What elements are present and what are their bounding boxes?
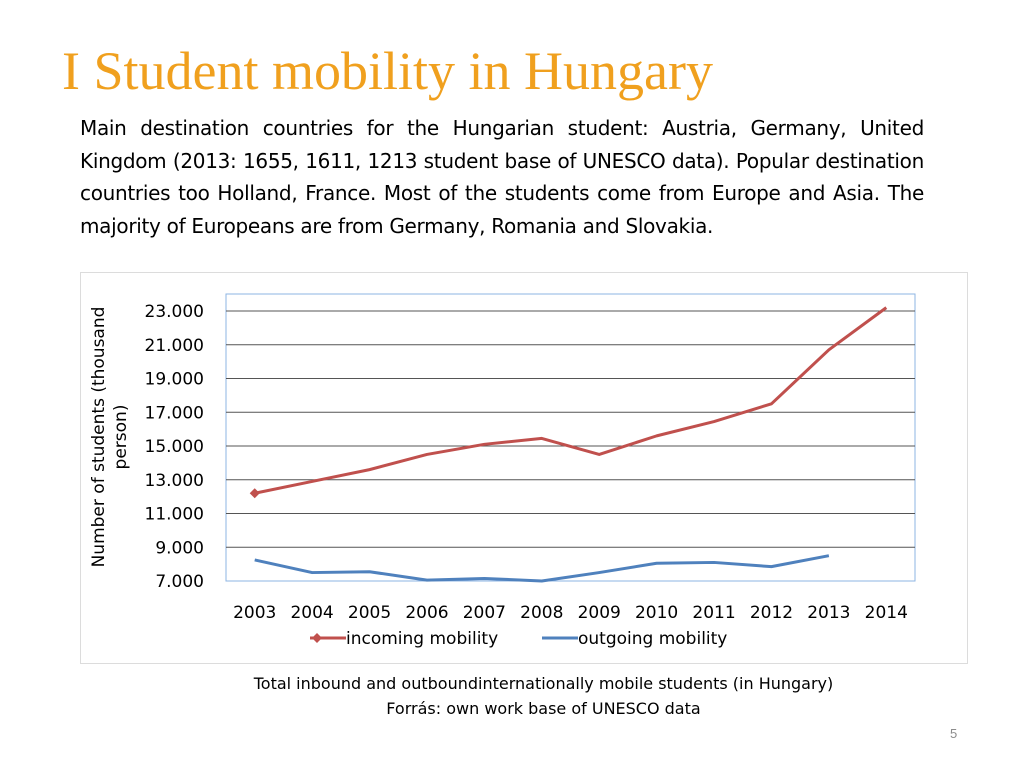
intro-paragraph: Main destination countries for the Hunga… [80, 116, 924, 238]
line-chart: 7.000 9.000 11.000 13.000 15.000 17.000 19.000… [89, 293, 916, 649]
y-tick-label: 23.000 [145, 302, 204, 322]
y-tick-label: 21.000 [145, 336, 204, 356]
plot-area [225, 293, 916, 582]
x-tick-label: 2005 [348, 603, 391, 623]
y-axis-label: Number of students (thousand person) [89, 307, 131, 568]
y-tick-label: 19.000 [145, 370, 204, 390]
x-tick-label: 2006 [405, 603, 448, 623]
y-tick-label: 7.000 [155, 572, 204, 592]
y-tick-label: 13.000 [145, 471, 204, 491]
series-line-1 [254, 554, 830, 583]
y-tick-label: 17.000 [145, 403, 204, 423]
y-tick-label: 9.000 [155, 538, 204, 558]
x-tick-label: 2010 [635, 603, 678, 623]
y-tick-label: 15.000 [145, 437, 204, 457]
data-point [249, 488, 260, 499]
page-number: 5 [950, 726, 958, 741]
legend-marker [312, 633, 322, 643]
x-tick-label: 2014 [865, 603, 908, 623]
x-tick-label: 2008 [520, 603, 563, 623]
x-tick-label: 2011 [692, 603, 735, 623]
slide-title: I Student mobility in Hungary [62, 41, 713, 101]
legend-label: incoming mobility [346, 629, 498, 649]
chart-source: Forrás: own work base of UNESCO data [386, 699, 701, 718]
series-line-0 [254, 306, 888, 495]
chart-frame [80, 272, 968, 664]
x-tick-label: 2003 [233, 603, 276, 623]
chart-caption: Total inbound and outboundinternationall… [253, 674, 834, 693]
y-tick-label: 11.000 [145, 505, 204, 525]
x-tick-label: 2004 [290, 603, 333, 623]
legend-label: outgoing mobility [578, 629, 727, 649]
x-tick-label: 2007 [463, 603, 506, 623]
x-tick-label: 2013 [807, 603, 850, 623]
x-tick-label: 2012 [750, 603, 793, 623]
x-tick-label: 2009 [578, 603, 621, 623]
